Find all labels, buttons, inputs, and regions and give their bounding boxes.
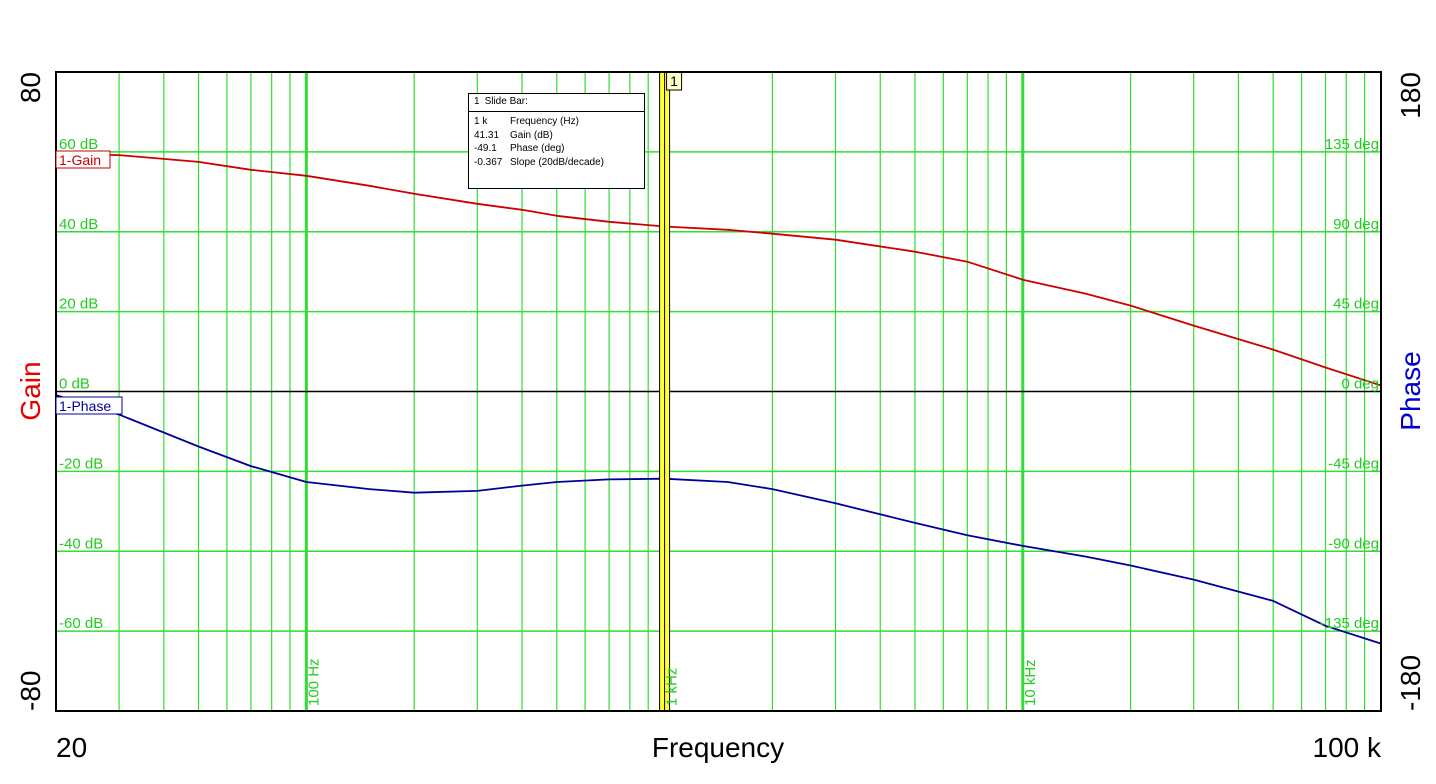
gain-grid-label: 0 dB	[59, 376, 90, 393]
phase-grid-label: -135 deg	[1320, 615, 1379, 632]
frequency-grid-label: 100 Hz	[305, 658, 322, 706]
gain-curve	[55, 153, 1382, 387]
left-axis-min: -80	[15, 671, 46, 711]
frequency-grid-label: 1 kHz	[664, 668, 681, 706]
x-axis-title: Frequency	[652, 732, 784, 763]
slide-bar-tag-label: 1	[670, 73, 678, 89]
readout-value: 1 k	[474, 116, 488, 127]
gain-grid-label: 60 dB	[59, 136, 98, 153]
x-axis-min: 20	[56, 732, 87, 763]
readout-title: Slide Bar:	[484, 96, 528, 107]
series-lines	[55, 153, 1382, 645]
slide-bar-readout[interactable]: 1 Slide Bar: 1 k Frequency (Hz) 41.31 Gain …	[468, 93, 645, 189]
grid	[56, 72, 1381, 711]
gain-grid-label: -20 dB	[59, 455, 103, 472]
phase-grid-label: 0 deg	[1341, 376, 1379, 393]
readout-header: 1 Slide Bar:	[469, 94, 644, 112]
readout-value: -49.1	[474, 143, 497, 154]
readout-row-gain: 41.31 Gain (dB)	[469, 129, 644, 143]
phase-curve	[55, 394, 1382, 645]
labels: 60 dB 40 dB 20 dB 0 dB -20 dB -40 dB -60 dB 135…	[15, 72, 1426, 763]
gain-series-tag: 1-Gain	[55, 150, 111, 169]
phase-grid-label: 135 deg	[1325, 136, 1379, 153]
gain-grid-label: -60 dB	[59, 615, 103, 632]
gain-grid-label: 20 dB	[59, 296, 98, 313]
readout-row-slope: -0.367 Slope (20dB/decade)	[469, 156, 644, 170]
phase-grid-label: -90 deg	[1328, 535, 1379, 552]
right-axis-max: 180	[1395, 72, 1426, 119]
readout-value: -0.367	[474, 156, 503, 168]
gain-tag-box	[55, 150, 111, 169]
frequency-grid-label: 10 kHz	[1022, 659, 1039, 706]
readout-label: Slope (20dB/decade)	[510, 156, 604, 168]
gain-grid-label: 40 dB	[59, 216, 98, 233]
x-axis-max: 100 k	[1313, 732, 1382, 763]
phase-tag-label: 1-Phase	[59, 398, 111, 414]
readout-value: 41.31	[474, 129, 500, 141]
plot-frame	[55, 71, 1382, 712]
right-axis-title: Phase	[1395, 351, 1426, 430]
phase-grid-label: 90 deg	[1333, 216, 1379, 233]
left-axis-title: Gain	[15, 361, 46, 420]
readout-row-frequency: 1 k Frequency (Hz)	[469, 115, 644, 129]
readout-label: Phase (deg)	[510, 143, 565, 154]
readout-label: Gain (dB)	[510, 129, 553, 141]
left-axis-max: 80	[15, 72, 46, 103]
gain-tag-label: 1-Gain	[59, 152, 101, 168]
gain-grid-label: -40 dB	[59, 535, 103, 552]
readout-label: Frequency (Hz)	[510, 116, 579, 127]
readout-row-phase: -49.1 Phase (deg)	[469, 142, 644, 156]
phase-series-tag: 1-Phase	[55, 396, 123, 415]
right-axis-min: -180	[1395, 655, 1426, 711]
phase-grid-label: 45 deg	[1333, 296, 1379, 313]
phase-tag-box	[55, 396, 123, 415]
phase-grid-label: -45 deg	[1328, 455, 1379, 472]
readout-id: 1	[474, 96, 480, 107]
